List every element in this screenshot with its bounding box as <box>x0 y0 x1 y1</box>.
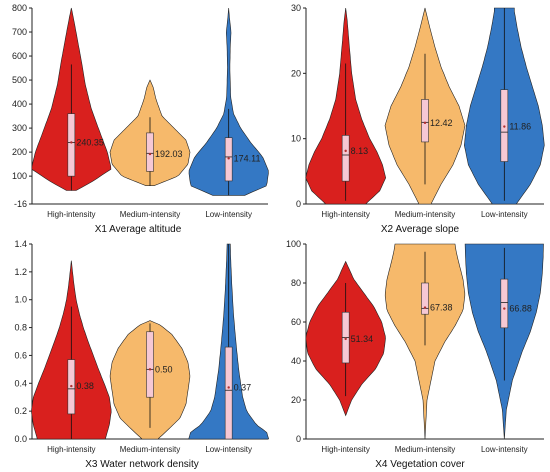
category-label: Medium-intensity <box>120 210 180 219</box>
mean-point <box>344 337 347 341</box>
y-tick-label: 1.4 <box>14 239 27 249</box>
y-tick-label: 20 <box>291 68 301 78</box>
mean-label: 67.38 <box>430 303 453 313</box>
mean-point <box>503 307 506 310</box>
y-tick-label: 200 <box>12 147 27 157</box>
mean-point <box>503 125 506 128</box>
category-label: Low-intensity <box>205 445 252 454</box>
mean-point <box>70 141 73 144</box>
panel-x3-water-network-density: 0.0 0.2 0.4 0.6 0.8 1.0 1.2 1.4 0.38 High-intensi… <box>14 239 270 454</box>
mean-label: 0.38 <box>76 381 94 391</box>
mean-label: 8.13 <box>351 146 369 156</box>
box-iqr <box>224 346 233 440</box>
y-tick-label: -16 <box>14 199 27 209</box>
mean-point <box>227 386 230 389</box>
category-label: High-intensity <box>321 445 369 454</box>
category-label: Low-intensity <box>481 445 528 454</box>
panel-x4-vegetation-cover: 0 20 40 60 80 100 51.34 High-intensity 67.38 Medi… <box>286 239 544 454</box>
mean-point <box>423 306 427 309</box>
y-tick-label: 80 <box>291 278 301 288</box>
category-label: High-intensity <box>321 210 369 219</box>
category-label: Medium-intensity <box>120 445 180 454</box>
y-tick-label: 700 <box>12 27 27 37</box>
mean-label: 0.37 <box>234 382 252 392</box>
y-tick-label: 800 <box>12 3 27 13</box>
panel-title: X1 Average altitude <box>95 224 182 235</box>
category-label: Medium-intensity <box>395 210 455 219</box>
y-tick-label: 10 <box>291 134 301 144</box>
panel-title: X4 Vegetation cover <box>375 459 465 470</box>
y-tick-label: 1.2 <box>14 267 27 277</box>
mean-label: 0.50 <box>155 364 173 374</box>
y-tick-label: 0.8 <box>14 323 27 333</box>
y-tick-label: 100 <box>12 171 27 181</box>
category-label: High-intensity <box>47 210 95 219</box>
violin-low <box>188 7 269 196</box>
category-label: Low-intensity <box>481 210 528 219</box>
mean-point <box>148 368 152 371</box>
mean-label: 192.03 <box>155 149 183 159</box>
box-iqr <box>67 113 76 177</box>
y-tick-label: 400 <box>12 99 27 109</box>
y-tick-label: 1.0 <box>14 295 27 305</box>
panel-title: X3 Water network density <box>85 459 199 470</box>
mean-label: 12.42 <box>430 118 453 128</box>
panel-x2-average-slope: 0 10 20 30 8.13 High-intensity 12.42 Medium-int… <box>291 3 545 219</box>
y-tick-label: 30 <box>291 3 301 13</box>
y-tick-label: 500 <box>12 75 27 85</box>
y-tick-label: 300 <box>12 123 27 133</box>
category-label: High-intensity <box>47 445 95 454</box>
mean-point <box>423 121 427 125</box>
mean-label: 51.34 <box>351 334 374 344</box>
box-iqr <box>146 331 154 398</box>
mean-label: 11.86 <box>509 122 531 132</box>
category-label: Medium-intensity <box>395 445 455 454</box>
y-tick-label: 60 <box>291 317 301 327</box>
panel-title: X2 Average slope <box>381 224 460 235</box>
y-tick-label: 0 <box>296 199 301 209</box>
box-iqr <box>421 282 429 315</box>
mean-point <box>344 149 347 153</box>
y-tick-label: 40 <box>291 356 301 366</box>
mean-label: 174.11 <box>234 153 261 163</box>
box-iqr <box>146 132 154 172</box>
box-iqr <box>341 135 350 182</box>
y-tick-label: 0.2 <box>14 406 27 416</box>
box-iqr <box>421 99 429 143</box>
mean-point <box>227 157 230 160</box>
y-tick-label: 600 <box>12 51 27 61</box>
y-tick-label: 100 <box>286 239 301 249</box>
y-tick-label: 0.0 <box>14 434 27 444</box>
y-tick-label: 0.4 <box>14 378 27 388</box>
mean-label: 66.88 <box>509 304 532 314</box>
y-tick-label: 20 <box>291 395 301 405</box>
category-label: Low-intensity <box>205 210 252 219</box>
panel-x1-average-altitude: -16 100 200 300 400 500 600 700 800 240.35 High-in… <box>12 3 269 219</box>
mean-point <box>70 384 73 388</box>
y-tick-label: 0.6 <box>14 350 27 360</box>
y-tick-label: 0 <box>296 434 301 444</box>
mean-label: 240.35 <box>76 137 104 147</box>
box-iqr <box>500 278 509 329</box>
mean-point <box>148 152 152 156</box>
